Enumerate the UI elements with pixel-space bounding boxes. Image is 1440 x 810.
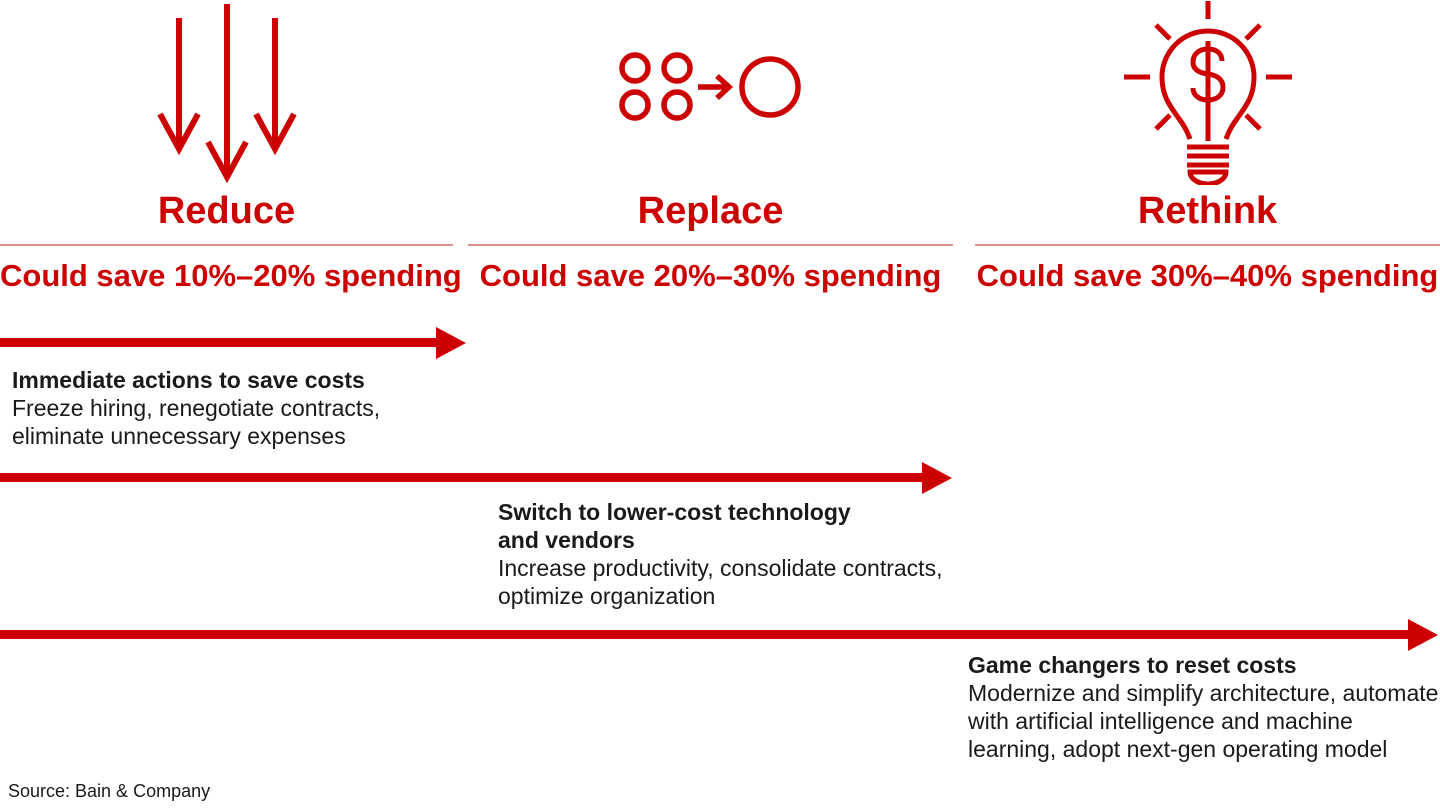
column-reduce: Reduce Could save 10%–20% spending [0,0,462,294]
consolidation-circles-arrow-icon [618,52,801,121]
savings-range-reduce: Could save 10%–20% spending [0,258,462,293]
column-title-replace: Replace [637,190,784,232]
reduce-note-body: Freeze hiring, renegotiate contracts, el… [12,395,381,449]
replace-note: Switch to lower-cost technology and vend… [498,498,942,610]
triple-down-arrows-icon [156,4,297,184]
rethink-icon-wrap [975,0,1440,186]
reduce-phase-arrow [0,338,436,347]
column-title-rethink: Rethink [1137,190,1278,232]
divider-line [975,244,1440,246]
source-attribution: Source: Bain & Company [8,781,211,801]
column-replace: Replace Could save 20%–30% spending [468,0,953,294]
replace-note-title: Switch to lower-cost technology and vend… [498,499,851,553]
reduce-note-title: Immediate actions to save costs [12,367,365,393]
savings-range-replace: Could save 20%–30% spending [479,258,942,293]
rethink-phase-arrow [0,630,1408,639]
divider-line [468,244,953,246]
lightbulb-dollar-icon [1123,1,1292,185]
column-rethink: Rethink Could save 30%–40% spending [975,0,1440,294]
replace-phase-arrow [0,473,922,482]
savings-range-rethink: Could save 30%–40% spending [976,258,1439,293]
replace-note-body: Increase productivity, consolidate contr… [498,555,943,609]
column-title-reduce: Reduce [157,190,296,232]
reduce-note: Immediate actions to save costs Freeze h… [12,366,380,450]
replace-icon-wrap [468,0,953,186]
rethink-note: Game changers to reset costs Modernize a… [968,651,1438,763]
rethink-note-body: Modernize and simplify architecture, aut… [968,680,1439,762]
divider-line [0,244,453,246]
reduce-icon-wrap [0,0,453,186]
rethink-note-title: Game changers to reset costs [968,652,1297,678]
